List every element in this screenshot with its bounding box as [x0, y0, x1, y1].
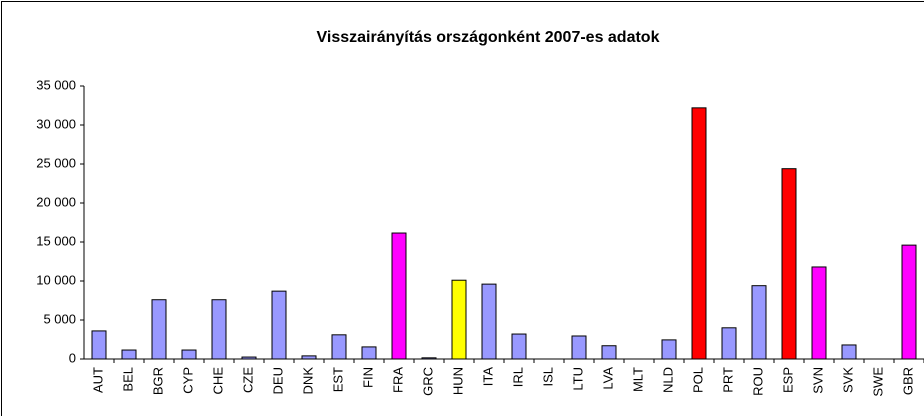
bar [571, 335, 587, 360]
x-tick-label: BEL [120, 367, 135, 392]
bar [331, 334, 347, 360]
x-tick-label: LVA [600, 367, 615, 390]
y-tick-label: 30 000 [36, 116, 76, 131]
x-tick-label: ITA [480, 367, 495, 387]
x-tick-label: PRT [720, 367, 735, 393]
x-tick-label: CZE [240, 367, 255, 393]
x-tick-label: MLT [630, 367, 645, 392]
bar [121, 349, 137, 360]
bar [421, 357, 437, 360]
x-tick-label: POL [690, 367, 705, 393]
bar [841, 344, 857, 360]
bar [601, 345, 617, 360]
x-tick-label: SVN [810, 367, 825, 394]
bar [241, 356, 257, 360]
y-tick-label: 15 000 [36, 233, 76, 248]
bar [751, 285, 767, 360]
x-tick-label: EST [330, 367, 345, 392]
x-tick-label: LTU [570, 367, 585, 391]
x-tick-label: CYP [180, 367, 195, 394]
bar [481, 283, 497, 360]
y-tick-label: 20 000 [36, 194, 76, 209]
bar [211, 299, 227, 360]
x-tick-label: IRL [510, 367, 525, 387]
x-tick-label: NLD [660, 367, 675, 393]
x-tick-label: BGR [150, 367, 165, 395]
y-tick-label: 0 [69, 350, 76, 365]
bar [181, 349, 197, 360]
x-tick-label: ROU [750, 367, 765, 396]
bar [721, 327, 737, 360]
x-tick-label: ISL [540, 367, 555, 387]
x-tick-label: DEU [270, 367, 285, 394]
bar [691, 107, 707, 360]
bar [901, 244, 917, 360]
x-tick-label: GBR [900, 367, 915, 395]
bar [301, 355, 317, 360]
x-tick-label: ESP [780, 367, 795, 393]
bar [811, 266, 827, 360]
x-tick-label: SWE [870, 367, 885, 397]
bar [661, 339, 677, 360]
bar [391, 232, 407, 360]
bar [151, 299, 167, 360]
bar [361, 346, 377, 360]
y-tick-label: 25 000 [36, 155, 76, 170]
x-tick-label: FRA [390, 367, 405, 393]
y-tick-label: 10 000 [36, 272, 76, 287]
bar [271, 290, 287, 360]
x-tick-label: HUN [450, 367, 465, 395]
bar [781, 168, 797, 360]
x-tick-label: GRC [420, 367, 435, 396]
x-tick-label: DNK [300, 367, 315, 395]
x-tick-label: FIN [360, 367, 375, 388]
x-tick-label: AUT [90, 367, 105, 393]
chart-title: Visszairányítás országonként 2007-es ada… [317, 29, 660, 46]
bar [91, 330, 107, 360]
y-tick-label: 35 000 [36, 77, 76, 92]
x-tick-label: CHE [210, 367, 225, 395]
x-tick-label: SVK [840, 367, 855, 393]
bar [511, 333, 527, 360]
bar [451, 279, 467, 360]
y-tick-label: 5 000 [43, 311, 76, 326]
